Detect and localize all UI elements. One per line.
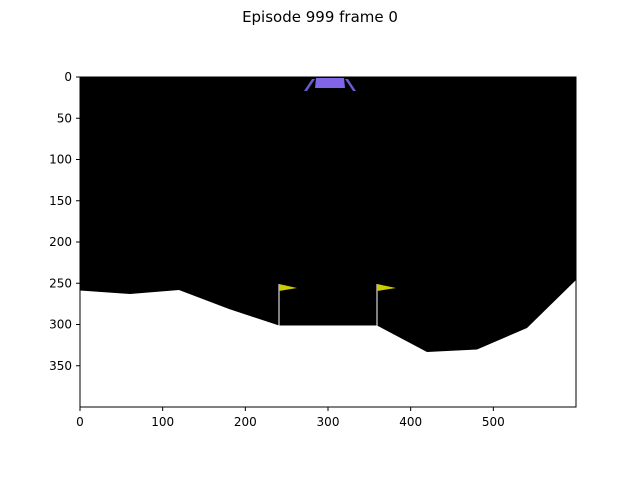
x-tick-label: 200 [234,415,257,429]
y-tick-label: 350 [49,359,72,373]
game-frame [80,77,576,407]
figure-title: Episode 999 frame 0 [242,8,398,26]
y-tick-label: 250 [49,276,72,290]
y-tick-label: 0 [64,70,72,84]
y-tick-label: 50 [57,111,72,125]
x-tick-label: 100 [151,415,174,429]
lander-left-leg [304,79,315,91]
x-tick-label: 0 [76,415,84,429]
y-tick-label: 100 [49,153,72,167]
lunar-terrain [80,280,576,407]
x-axis: 0 100 200 300 400 500 [76,407,505,429]
y-axis: 0 50 100 150 200 250 300 350 [49,70,80,373]
right-landing-flag-icon [376,284,396,326]
lander-right-leg [345,79,356,91]
y-tick-label: 200 [49,235,72,249]
y-tick-label: 150 [49,194,72,208]
x-tick-label: 500 [482,415,505,429]
right-flag-banner [377,284,396,291]
x-tick-label: 400 [399,415,422,429]
left-flag-banner [279,284,297,291]
x-tick-label: 300 [317,415,340,429]
left-landing-flag-icon [278,284,297,326]
y-tick-label: 300 [49,318,72,332]
lander-body [315,78,345,88]
lunar-lander-icon [304,78,356,91]
